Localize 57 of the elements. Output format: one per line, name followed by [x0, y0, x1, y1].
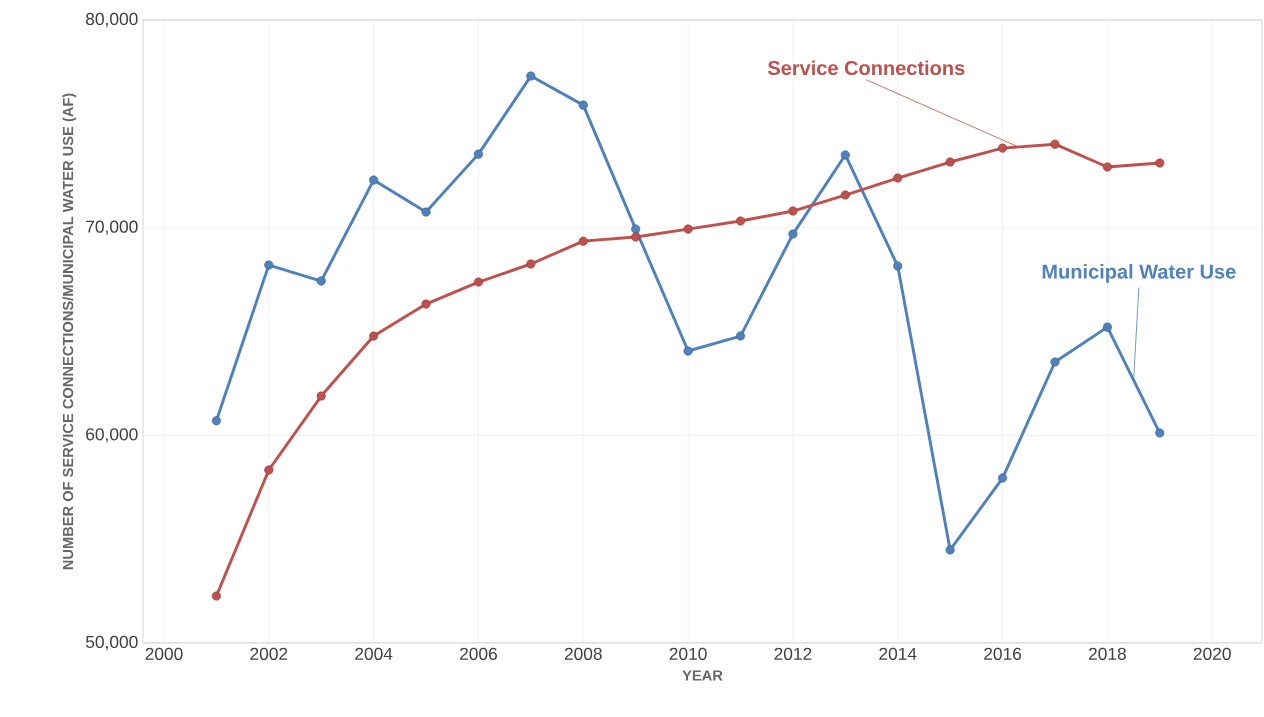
point — [735, 331, 746, 341]
point — [893, 261, 903, 271]
point — [893, 173, 903, 183]
point — [1050, 139, 1060, 149]
point — [264, 465, 274, 475]
y-tick-label: 80,000 — [86, 12, 138, 28]
point — [473, 149, 483, 159]
point — [526, 259, 536, 269]
point — [1155, 158, 1165, 168]
point — [840, 150, 850, 160]
point — [421, 299, 431, 309]
x-tick-label: 2008 — [564, 647, 602, 660]
point — [631, 224, 641, 234]
x-tick-label: 2020 — [1193, 647, 1231, 660]
point — [945, 545, 955, 555]
point — [1102, 162, 1112, 172]
x-tick-label: 2018 — [1088, 647, 1126, 660]
text: Municipal Water Use — [1042, 264, 1236, 283]
point — [1155, 428, 1165, 438]
x-axis-title: YEAR — [682, 670, 723, 681]
x-tick-label: 2016 — [984, 647, 1022, 660]
point — [264, 260, 274, 270]
point — [1050, 357, 1060, 367]
text: Service Connections — [767, 60, 965, 76]
point — [788, 229, 798, 239]
point — [526, 71, 536, 81]
point — [473, 277, 483, 287]
x-tick-label: 2014 — [879, 647, 917, 660]
point — [211, 591, 221, 601]
point — [1102, 322, 1112, 332]
x-tick-label: 2000 — [145, 647, 183, 660]
point — [735, 216, 746, 226]
point — [578, 236, 588, 246]
y-tick-label: 50,000 — [85, 635, 138, 651]
point — [316, 391, 326, 401]
point — [683, 224, 693, 234]
point — [998, 473, 1008, 483]
point — [578, 100, 588, 110]
point — [788, 206, 798, 216]
point — [998, 143, 1008, 153]
y-tick-label: 60,000 — [86, 428, 138, 443]
point — [316, 276, 326, 286]
point — [631, 232, 641, 242]
y-tick-label: 70,000 — [86, 220, 138, 235]
point — [683, 346, 693, 356]
point — [369, 331, 379, 341]
point — [369, 175, 379, 185]
x-tick-label: 2004 — [355, 647, 393, 660]
x-tick-label: 2012 — [774, 647, 812, 660]
point — [945, 157, 955, 167]
x-tick-label: 2002 — [250, 647, 288, 660]
point — [421, 207, 431, 217]
point — [211, 416, 221, 426]
x-tick-label: 2010 — [669, 647, 707, 660]
y-axis-title: NUMBER OF SERVICE CONNECTIONS/MUNICIPAL WATER USE (AF) — [62, 93, 77, 570]
x-tick-label: 2006 — [460, 647, 497, 660]
point — [840, 190, 850, 200]
